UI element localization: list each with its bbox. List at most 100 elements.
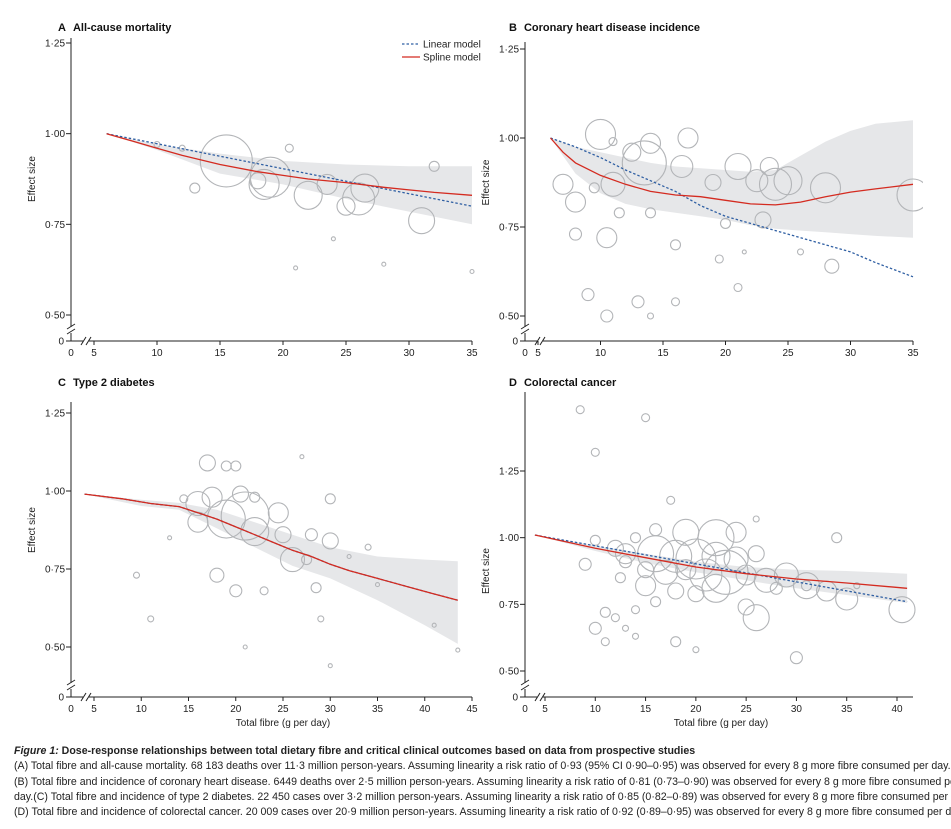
- x-tick-label: 15: [214, 348, 226, 359]
- panel-letter: C: [58, 377, 66, 389]
- study-bubble: [220, 460, 232, 472]
- x-tick-label: 20: [720, 348, 732, 359]
- plot-area: [534, 405, 916, 665]
- y-axis-label: Effect size: [481, 159, 492, 205]
- study-bubble: [631, 632, 640, 640]
- x-tick-label: 35: [841, 704, 853, 715]
- study-bubble: [324, 493, 336, 505]
- study-bubble: [568, 227, 583, 241]
- y-tick-label: 1·00: [45, 129, 65, 140]
- study-bubble: [741, 249, 747, 255]
- x-tick-label-zero: 0: [68, 704, 74, 715]
- study-bubble: [773, 166, 803, 196]
- x-tick-label: 30: [845, 348, 857, 359]
- study-bubble: [621, 624, 630, 632]
- study-bubble: [428, 160, 440, 172]
- linear-model-line: [534, 534, 908, 603]
- y-tick-label: 0·75: [45, 220, 65, 231]
- study-bubble: [800, 580, 813, 592]
- x-tick-label: 10: [151, 348, 163, 359]
- study-bubble: [809, 172, 842, 204]
- study-bubble: [248, 168, 280, 200]
- x-tick-label: 10: [595, 348, 607, 359]
- y-axis-label: Effect size: [27, 156, 38, 202]
- x-axis-break: [80, 692, 87, 702]
- study-bubble: [350, 173, 380, 203]
- study-bubble: [267, 502, 289, 524]
- study-bubble: [646, 312, 655, 320]
- study-bubble: [201, 486, 223, 508]
- study-bubble: [621, 140, 667, 186]
- study-bubble: [147, 615, 155, 623]
- study-bubble: [259, 586, 269, 596]
- y-axis-label: Effect size: [27, 507, 38, 553]
- study-bubble: [240, 517, 270, 547]
- study-bubble: [209, 567, 225, 583]
- study-bubble: [132, 571, 141, 579]
- study-bubble: [644, 207, 657, 219]
- x-tick-label: 35: [372, 704, 384, 715]
- study-bubble: [692, 646, 700, 654]
- study-bubble: [584, 118, 617, 150]
- study-bubble: [330, 236, 336, 242]
- study-bubble: [364, 543, 372, 551]
- study-bubble: [316, 173, 338, 195]
- study-bubble: [578, 557, 592, 571]
- x-axis-break: [85, 336, 92, 346]
- study-bubble: [552, 173, 574, 195]
- x-axis-break: [539, 692, 546, 702]
- study-bubble: [231, 485, 250, 503]
- study-bubble: [293, 265, 299, 271]
- study-bubble: [374, 582, 381, 588]
- spline-model-line: [106, 133, 473, 196]
- x-axis-break: [85, 692, 92, 702]
- y-axis-break: [66, 323, 76, 330]
- study-bubble: [618, 555, 633, 569]
- study-bubble: [669, 239, 682, 251]
- study-bubble: [321, 532, 339, 550]
- study-bubble: [835, 587, 859, 611]
- x-tick-label: 15: [183, 704, 195, 715]
- figure-caption: Figure 1: Dose-response relationships be…: [14, 744, 951, 820]
- study-bubble: [167, 535, 173, 541]
- panel-title: C Type 2 diabetes: [58, 377, 155, 389]
- study-bubble: [469, 268, 475, 275]
- x-tick-label: 30: [403, 348, 415, 359]
- y-tick-label: 1·25: [499, 45, 519, 56]
- x-tick-label: 5: [542, 704, 548, 715]
- study-bubble: [614, 543, 637, 565]
- study-bubble: [198, 454, 216, 472]
- study-bubble: [631, 295, 645, 309]
- caption-line-b: (B) Total fibre and incidence of coronar…: [14, 775, 951, 788]
- y-tick-label: 1·00: [45, 487, 65, 498]
- x-tick-label: 25: [277, 704, 289, 715]
- x-axis-break: [80, 336, 87, 346]
- study-bubble: [199, 134, 253, 188]
- plot-area: [106, 133, 475, 275]
- study-bubble: [769, 581, 783, 595]
- caption-line-d: (D) Total fibre and incidence of colorec…: [14, 806, 951, 819]
- y-tick-label: 1·25: [499, 467, 519, 478]
- x-axis-break: [534, 692, 541, 702]
- study-bubble: [327, 663, 333, 669]
- x-tick-label-zero: 0: [522, 704, 528, 715]
- panel-d: 0·50 0·75 1·00 1·25 00 5 10 15 20 25 30 35 40 D Colore…: [481, 377, 916, 729]
- y-tick-label: 0·75: [45, 565, 65, 576]
- study-bubble: [714, 254, 724, 264]
- caption-figure-label: Figure 1:: [14, 745, 59, 757]
- study-bubble: [455, 647, 461, 653]
- y-tick-label-zero: 0: [58, 337, 64, 348]
- study-bubble: [304, 528, 318, 542]
- y-tick-label: 0·50: [45, 311, 65, 322]
- study-bubble: [575, 405, 585, 415]
- study-bubble: [667, 582, 685, 600]
- caption-title: Figure 1: Dose-response relationships be…: [14, 744, 944, 759]
- x-axis-label: Total fibre (g per day): [236, 718, 331, 729]
- caption-line-c: day.(C) Total fibre and incidence of typ…: [14, 790, 951, 803]
- study-bubble: [649, 523, 663, 537]
- study-bubble: [666, 495, 676, 505]
- study-bubble: [249, 156, 291, 198]
- study-bubble: [242, 644, 248, 650]
